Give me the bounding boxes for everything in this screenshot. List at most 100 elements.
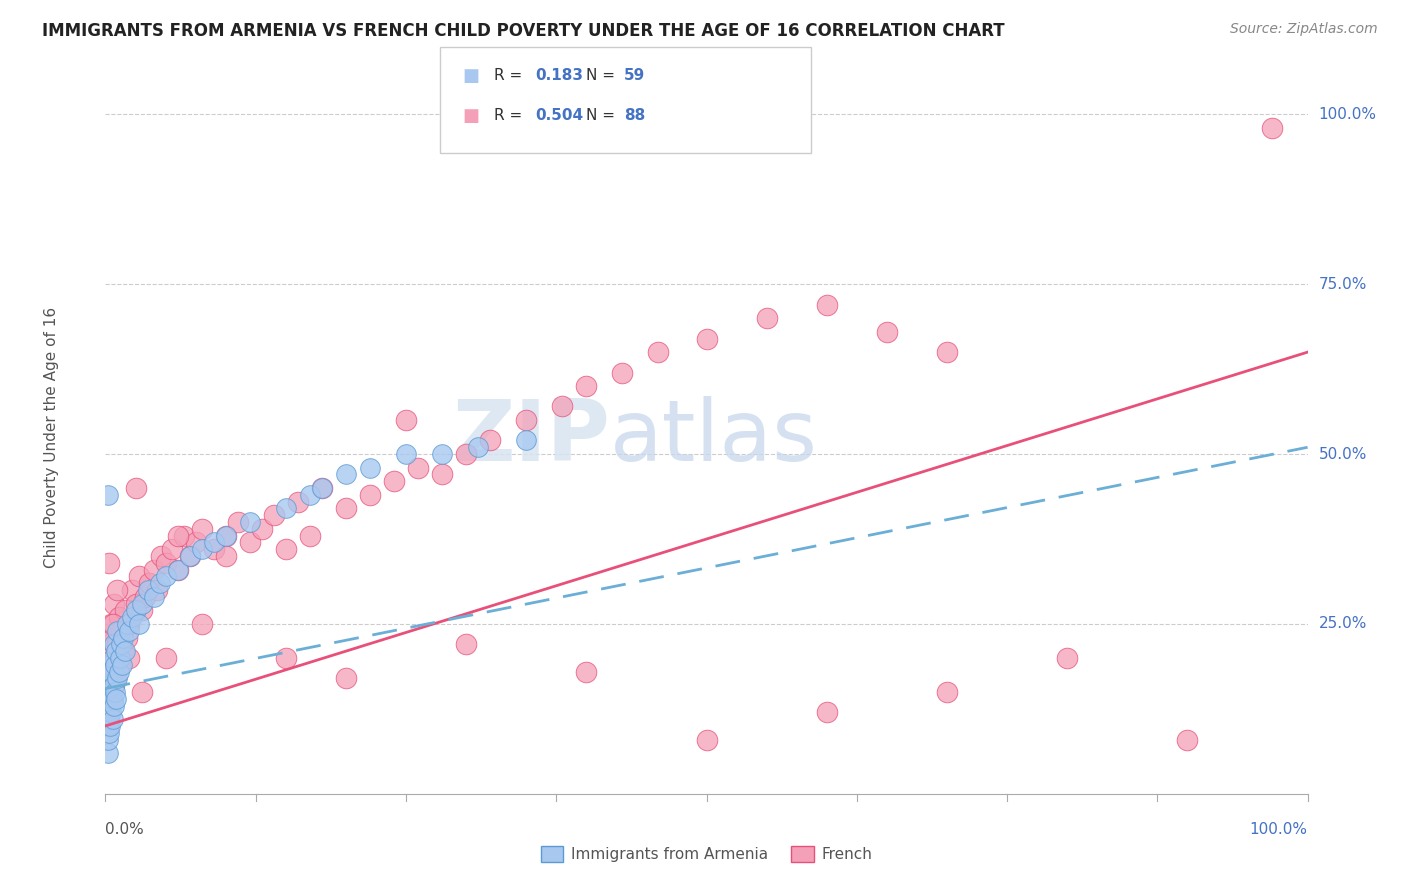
Point <box>214 528 236 542</box>
Point <box>190 617 212 632</box>
Point <box>96 719 118 733</box>
Text: Child Poverty Under the Age of 16: Child Poverty Under the Age of 16 <box>44 307 59 567</box>
Point <box>103 597 125 611</box>
Point <box>287 494 309 508</box>
Text: 88: 88 <box>624 109 645 123</box>
Text: ZIP: ZIP <box>453 395 610 479</box>
Point <box>104 651 127 665</box>
Point <box>335 467 357 482</box>
Text: N =: N = <box>586 109 620 123</box>
Point <box>936 685 959 699</box>
Point <box>311 481 333 495</box>
Point <box>335 501 357 516</box>
Point <box>1260 120 1282 135</box>
Text: 100.0%: 100.0% <box>1319 107 1376 122</box>
Point <box>226 515 249 529</box>
Point <box>575 379 598 393</box>
Point <box>107 610 129 624</box>
Point <box>118 624 141 638</box>
Point <box>104 657 127 672</box>
Text: 25.0%: 25.0% <box>1319 616 1367 632</box>
Point <box>148 576 170 591</box>
Point <box>108 651 131 665</box>
Point <box>239 515 262 529</box>
Text: N =: N = <box>586 69 620 83</box>
Point <box>114 644 136 658</box>
Point <box>107 624 129 638</box>
Point <box>118 617 141 632</box>
Point <box>114 603 136 617</box>
Point <box>104 685 127 699</box>
Point <box>430 447 453 461</box>
Point <box>131 685 153 699</box>
Point <box>98 651 121 665</box>
Point <box>263 508 285 523</box>
Point <box>121 610 143 624</box>
Point <box>100 706 122 720</box>
Point <box>155 651 177 665</box>
Point <box>98 637 121 651</box>
Point <box>107 637 129 651</box>
Point <box>250 522 273 536</box>
Point <box>107 665 129 679</box>
Point <box>515 413 537 427</box>
Point <box>98 556 121 570</box>
Point <box>105 644 128 658</box>
Point <box>146 582 169 597</box>
Point <box>454 447 477 461</box>
Text: 0.0%: 0.0% <box>105 822 145 838</box>
Point <box>100 685 122 699</box>
Point <box>97 488 120 502</box>
Point <box>131 603 153 617</box>
Text: ■: ■ <box>463 107 479 125</box>
Text: atlas: atlas <box>610 395 818 479</box>
Point <box>124 597 146 611</box>
Point <box>134 590 156 604</box>
Text: 0.504: 0.504 <box>536 109 583 123</box>
Point <box>98 712 121 726</box>
Text: IMMIGRANTS FROM ARMENIA VS FRENCH CHILD POVERTY UNDER THE AGE OF 16 CORRELATION : IMMIGRANTS FROM ARMENIA VS FRENCH CHILD … <box>42 22 1005 40</box>
Point <box>101 651 124 665</box>
Point <box>97 719 120 733</box>
Text: Source: ZipAtlas.com: Source: ZipAtlas.com <box>1230 22 1378 37</box>
Text: R =: R = <box>494 69 527 83</box>
Point <box>101 665 124 679</box>
Point <box>98 706 121 720</box>
Point <box>98 719 121 733</box>
Point <box>124 603 146 617</box>
Point <box>515 434 537 448</box>
Point <box>112 631 135 645</box>
Point <box>166 528 188 542</box>
Point <box>239 535 262 549</box>
Point <box>103 637 125 651</box>
Point <box>202 535 225 549</box>
Text: ■: ■ <box>463 67 479 85</box>
Point <box>131 597 153 611</box>
Point <box>551 400 574 414</box>
Point <box>112 644 135 658</box>
Point <box>155 556 177 570</box>
Point <box>166 563 188 577</box>
Point <box>359 488 381 502</box>
Text: R =: R = <box>494 109 527 123</box>
Point <box>97 706 120 720</box>
Point <box>298 528 321 542</box>
Point <box>128 617 150 632</box>
Point <box>107 582 129 597</box>
Point <box>108 657 131 672</box>
Text: 59: 59 <box>624 69 645 83</box>
Point <box>121 582 143 597</box>
Point <box>100 665 122 679</box>
Point <box>100 691 122 706</box>
Point <box>136 582 159 597</box>
Point <box>430 467 453 482</box>
Point <box>103 678 125 692</box>
Point <box>101 691 124 706</box>
Point <box>101 712 124 726</box>
Point <box>755 311 778 326</box>
Point <box>98 657 121 672</box>
Point <box>98 671 121 685</box>
Point <box>876 325 898 339</box>
Point <box>467 440 489 454</box>
Point <box>311 481 333 495</box>
